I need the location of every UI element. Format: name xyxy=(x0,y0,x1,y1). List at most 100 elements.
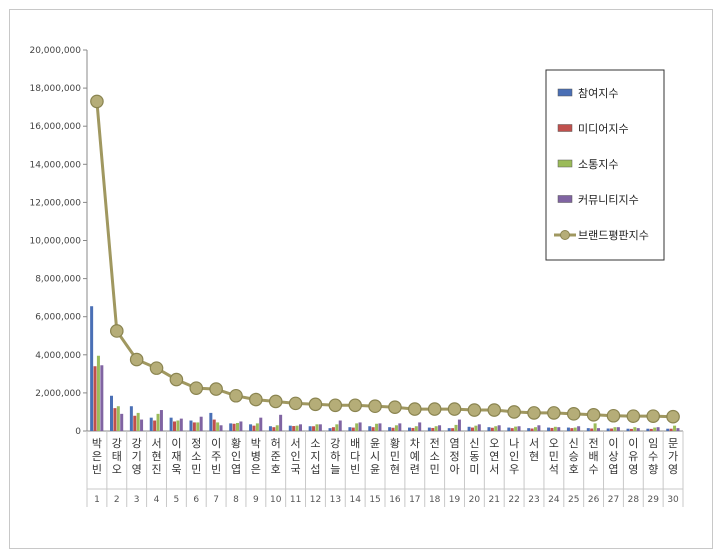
point-브랜드평판지수 xyxy=(586,408,601,422)
bar-커뮤니티지수-신승호 xyxy=(577,426,581,431)
rank-label: 23 xyxy=(528,495,539,505)
point-브랜드평판지수 xyxy=(348,398,362,413)
bar-미디어지수-정소민 xyxy=(192,422,196,431)
category-label: 우 xyxy=(509,463,519,476)
rank-label: 13 xyxy=(330,495,341,505)
bar-소통지수-전배수 xyxy=(593,423,597,431)
category-label: 수 xyxy=(648,450,658,463)
bar-소통지수-이상엽 xyxy=(613,427,617,431)
bar-소통지수-강하늘 xyxy=(335,424,339,431)
point-브랜드평판지수 xyxy=(447,402,462,416)
category-label: 오 xyxy=(549,437,559,450)
category-label: 차 xyxy=(410,437,420,450)
rank-label: 17 xyxy=(409,495,420,505)
category-label: 이 xyxy=(171,437,181,450)
category-label: 영 xyxy=(668,463,678,476)
point-브랜드평판지수 xyxy=(566,407,581,421)
category-label: 오 xyxy=(489,437,499,450)
category-label: 현 xyxy=(529,450,539,463)
legend-swatch-미디어지수 xyxy=(557,124,573,132)
bar-소통지수-윤시윤 xyxy=(375,423,379,431)
bar-미디어지수-임수향 xyxy=(649,428,653,431)
rank-label: 30 xyxy=(667,495,679,505)
category-label: 현 xyxy=(151,450,161,463)
bar-참여지수-박병은 xyxy=(249,424,253,431)
y-tick-label: 2,000,000 xyxy=(35,389,81,399)
bar-소통지수-서현 xyxy=(534,427,537,431)
rank-label: 9 xyxy=(253,495,259,505)
bar-참여지수-임수향 xyxy=(646,428,650,431)
bar-참여지수-이재욱 xyxy=(169,417,173,431)
rank-label: 22 xyxy=(508,495,519,505)
bar-커뮤니티지수-이유영 xyxy=(636,428,640,431)
category-label: 황 xyxy=(231,437,241,450)
category-label: 배 xyxy=(350,437,360,450)
point-브랜드평판지수 xyxy=(90,94,104,109)
bar-참여지수-배다빈 xyxy=(348,427,352,431)
category-label: 인 xyxy=(509,450,519,463)
point-브랜드평판지수 xyxy=(507,405,521,419)
chart-frame: 0 2,000,000 4,000,000 6,000,000 8,000,000 10,… xyxy=(9,9,713,549)
category-label: 향 xyxy=(648,463,658,476)
y-tick-label: 4,000,000 xyxy=(35,351,81,361)
bar-커뮤니티지수-오연서 xyxy=(497,425,501,431)
point-브랜드평판지수 xyxy=(169,372,184,387)
bar-미디어지수-이주빈 xyxy=(212,419,216,431)
bar-커뮤니티지수-윤시윤 xyxy=(378,423,382,431)
category-label: 하 xyxy=(330,449,340,463)
point-브랜드평판지수 xyxy=(388,400,402,414)
bar-미디어지수-박병은 xyxy=(252,425,256,431)
point-브랜드평판지수 xyxy=(427,402,442,416)
bar-소통지수-오연서 xyxy=(494,426,498,431)
rank-label: 12 xyxy=(310,495,321,505)
point-브랜드평판지수 xyxy=(209,382,223,396)
category-label: 서 xyxy=(151,437,161,450)
point-브랜드평판지수 xyxy=(229,388,243,403)
bar-참여지수-전배수 xyxy=(586,428,590,431)
category-label: 현 xyxy=(390,463,400,476)
bar-커뮤니티지수-황인엽 xyxy=(239,421,243,431)
bar-커뮤니티지수-강태오 xyxy=(120,413,124,431)
bar-커뮤니티지수-서인국 xyxy=(299,424,302,431)
category-label: 강 xyxy=(330,437,340,450)
category-label: 영 xyxy=(628,463,638,476)
bar-미디어지수-차예련 xyxy=(411,427,415,431)
bar-소통지수-서현진 xyxy=(156,413,160,431)
bar-소통지수-이주빈 xyxy=(216,422,220,431)
bar-소통지수-황인엽 xyxy=(236,422,239,431)
bar-미디어지수-배다빈 xyxy=(351,427,355,431)
rank-label: 24 xyxy=(548,495,560,505)
bar-커뮤니티지수-전배수 xyxy=(597,428,600,431)
bar-참여지수-허준호 xyxy=(268,426,272,431)
bar-미디어지수-서인국 xyxy=(292,426,296,431)
bar-참여지수-이상엽 xyxy=(606,428,610,431)
bar-커뮤니티지수-이상엽 xyxy=(616,427,620,431)
category-label: 병 xyxy=(251,450,261,463)
brand-reputation-chart: 0 2,000,000 4,000,000 6,000,000 8,000,000 10,… xyxy=(29,46,684,507)
bar-커뮤니티지수-이주빈 xyxy=(219,425,223,431)
category-label: 전 xyxy=(430,437,440,450)
bar-미디어지수-소지섭 xyxy=(312,426,316,431)
category-label: 황 xyxy=(390,437,400,450)
rank-label: 8 xyxy=(233,495,239,505)
category-label: 염 xyxy=(449,437,459,450)
category-label: 배 xyxy=(589,450,599,463)
bar-참여지수-전소민 xyxy=(427,427,431,431)
point-브랜드평판지수 xyxy=(646,409,660,423)
bar-참여지수-강기영 xyxy=(129,406,133,431)
bar-소통지수-임수향 xyxy=(653,427,657,431)
category-label: 섭 xyxy=(310,463,320,476)
bar-참여지수-신동미 xyxy=(467,426,471,431)
legend-label: 소통지수 xyxy=(578,158,618,171)
bar-커뮤니티지수-소지섭 xyxy=(318,424,322,431)
category-label: 준 xyxy=(271,450,281,463)
category-label: 민 xyxy=(390,450,400,463)
bar-참여지수-정소민 xyxy=(189,420,193,431)
bar-소통지수-오민석 xyxy=(553,426,557,431)
bar-커뮤니티지수-오민석 xyxy=(557,427,561,431)
bar-소통지수-소지섭 xyxy=(315,424,319,431)
bar-참여지수-소지섭 xyxy=(308,426,312,431)
bar-소통지수-허준호 xyxy=(275,425,279,431)
rank-label: 28 xyxy=(628,495,640,505)
category-label: 가 xyxy=(668,450,678,463)
